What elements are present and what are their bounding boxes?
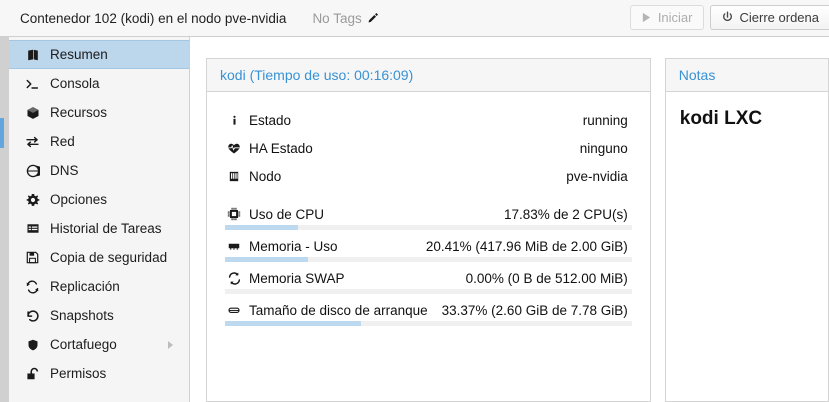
status-row-ha-estado: HA Estado ninguno (207, 134, 650, 162)
sidebar-item-label: Permisos (50, 365, 107, 381)
status-row-value: pve-nvidia (566, 168, 628, 184)
status-panel-body: Estado running HA Estado ninguno (207, 92, 650, 401)
gauge-row-value: 0.00% (0 B de 512.00 MiB) (465, 270, 628, 286)
swap-icon (225, 271, 243, 285)
gauge-row-disco: Tamaño de disco de arranque 33.37% (2.60… (207, 296, 650, 324)
status-row-label: Estado (249, 112, 292, 128)
list-icon (24, 222, 41, 235)
start-button[interactable]: Iniciar (629, 5, 704, 30)
splitter-grip[interactable] (0, 118, 4, 148)
status-panel: kodi (Tiempo de uso: 00:16:09) Estado ru… (206, 58, 651, 402)
start-button-label: Iniciar (657, 10, 693, 25)
sidebar-item-label: Resumen (50, 46, 108, 62)
play-icon (642, 12, 650, 23)
gauge-fill (225, 321, 361, 326)
disk-icon (225, 304, 243, 316)
gear-icon (24, 193, 41, 207)
gauge-row-label: Memoria - Uso (249, 238, 338, 254)
row-spacer (207, 190, 650, 200)
sidebar-item-label: Historial de Tareas (50, 220, 162, 236)
sidebar-item-label: Consola (50, 75, 100, 91)
power-icon (722, 11, 732, 21)
sidebar-item-resumen[interactable]: Resumen (9, 40, 189, 69)
memory-icon (225, 240, 243, 252)
sidebar-item-label: Recursos (50, 104, 108, 120)
sidebar-item-dns[interactable]: DNS (9, 156, 189, 185)
gauge-swap (207, 289, 650, 294)
gauge-row-value: 33.37% (2.60 GiB de 7.78 GiB) (441, 302, 628, 318)
sidebar-item-permisos[interactable]: Permisos (9, 359, 189, 388)
action-buttons: Iniciar Cierre ordena (629, 5, 829, 30)
server-icon (225, 170, 243, 183)
gauge-row-swap: Memoria SWAP 0.00% (0 B de 512.00 MiB) (207, 264, 650, 292)
info-icon (225, 114, 243, 127)
notes-panel-title: Notas (665, 59, 828, 92)
sidebar-item-copia-de-seguridad[interactable]: Copia de seguridad (9, 243, 189, 272)
status-panel-title: kodi (Tiempo de uso: 00:16:09) (207, 59, 650, 92)
status-row-label: Nodo (249, 168, 282, 184)
sidebar-item-recursos[interactable]: Recursos (9, 98, 189, 127)
gauge-memoria (207, 257, 650, 262)
top-toolbar: Contenedor 102 (kodi) en el nodo pve-nvi… (0, 0, 829, 37)
status-row-estado: Estado running (207, 106, 650, 134)
status-row-nodo: Nodo pve-nvidia (207, 162, 650, 190)
main-content: kodi (Tiempo de uso: 00:16:09) Estado ru… (191, 38, 829, 402)
sidebar-item-historial-de-tareas[interactable]: Historial de Tareas (9, 214, 189, 243)
gauge-row-label: Uso de CPU (249, 206, 325, 222)
book-icon (24, 48, 41, 62)
gauge-cpu (207, 225, 650, 230)
globe-icon (24, 164, 41, 178)
heartbeat-icon (225, 142, 243, 155)
sidebar-item-red[interactable]: Red (9, 127, 189, 156)
gauge-row-cpu: Uso de CPU 17.83% de 2 CPU(s) (207, 200, 650, 228)
replicate-icon (24, 279, 41, 294)
gauge-track (225, 321, 632, 326)
sidebar-item-label: Opciones (50, 191, 108, 207)
history-icon (24, 309, 41, 323)
breadcrumb: Contenedor 102 (kodi) en el nodo pve-nvi… (20, 10, 287, 26)
sidebar-item-label: Red (50, 133, 75, 149)
gauge-row-memoria: Memoria - Uso 20.41% (417.96 MiB de 2.00… (207, 232, 650, 260)
sidebar-item-label: Replicación (50, 278, 120, 294)
notes-panel: Notas kodi LXC (664, 58, 829, 402)
gauge-row-value: 20.41% (417.96 MiB de 2.00 GiB) (425, 238, 628, 254)
gauge-disco (207, 321, 650, 326)
pencil-icon[interactable] (367, 12, 379, 24)
gauge-track (225, 257, 632, 262)
sidebar-item-label: Cortafuego (50, 336, 117, 352)
sidebar-item-label: Snapshots (50, 307, 114, 323)
tags-control[interactable]: No Tags (312, 11, 378, 26)
sidebar-item-replicacion[interactable]: Replicación (9, 272, 189, 301)
shutdown-button-label: Cierre ordena (739, 10, 820, 25)
shutdown-button[interactable]: Cierre ordena (709, 5, 829, 30)
panel-splitter[interactable] (0, 37, 9, 402)
sidebar-nav: Resumen Consola Recursos Red (9, 37, 190, 402)
notes-content[interactable]: kodi LXC (679, 108, 763, 129)
cube-icon (24, 106, 41, 120)
gauge-row-label: Tamaño de disco de arranque (249, 302, 428, 318)
gauge-track (225, 225, 632, 230)
status-row-value: running (582, 112, 628, 128)
status-row-label: HA Estado (249, 140, 313, 156)
shield-icon (24, 338, 41, 352)
sidebar-item-snapshots[interactable]: Snapshots (9, 301, 189, 330)
floppy-icon (24, 251, 41, 264)
gauge-fill (225, 225, 298, 230)
terminal-icon (24, 77, 41, 91)
tags-label: No Tags (312, 10, 362, 26)
network-icon (24, 135, 41, 149)
sidebar-item-label: DNS (50, 162, 79, 178)
sidebar-item-label: Copia de seguridad (50, 249, 168, 265)
gauge-row-label: Memoria SWAP (249, 270, 345, 286)
gauge-track (225, 289, 632, 294)
gauge-row-value: 17.83% de 2 CPU(s) (503, 206, 628, 222)
chevron-right-icon (168, 340, 173, 349)
gauge-fill (225, 257, 309, 262)
status-row-value: ninguno (579, 140, 628, 156)
unlock-icon (24, 367, 41, 381)
sidebar-item-opciones[interactable]: Opciones (9, 185, 189, 214)
cpu-icon (225, 207, 243, 221)
sidebar-item-cortafuego[interactable]: Cortafuego (9, 330, 189, 359)
sidebar-item-consola[interactable]: Consola (9, 69, 189, 98)
